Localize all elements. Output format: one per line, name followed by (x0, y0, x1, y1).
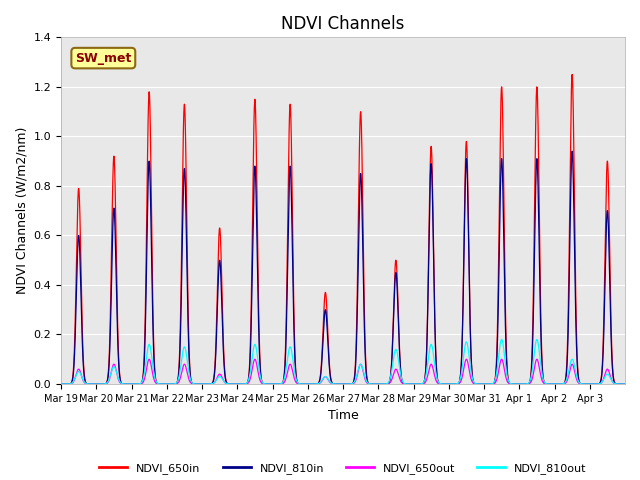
NDVI_650in (77, 248, 84, 253)
Title: NDVI Channels: NDVI Channels (282, 15, 404, 33)
NDVI_650in (386, 378, 394, 384)
NDVI_810in (487, 381, 495, 387)
Line: NDVI_650out: NDVI_650out (61, 359, 625, 384)
Text: SW_met: SW_met (75, 51, 131, 65)
NDVI_810out (323, 374, 330, 380)
NDVI_810out (487, 381, 495, 387)
NDVI_650out (621, 381, 629, 387)
NDVI_650out (323, 374, 330, 380)
NDVI_650in (274, 381, 282, 387)
NDVI_810in (323, 311, 330, 317)
Line: NDVI_810in: NDVI_810in (61, 151, 625, 384)
X-axis label: Time: Time (328, 409, 358, 422)
NDVI_650out (274, 381, 282, 387)
NDVI_650in (621, 381, 629, 387)
NDVI_810out (533, 336, 541, 342)
Line: NDVI_650in: NDVI_650in (61, 74, 625, 384)
Y-axis label: NDVI Channels (W/m2/nm): NDVI Channels (W/m2/nm) (15, 127, 28, 294)
NDVI_650out (488, 381, 495, 387)
NDVI_650out (145, 356, 153, 362)
NDVI_810out (57, 381, 65, 387)
NDVI_810in (57, 381, 65, 387)
Legend: NDVI_650in, NDVI_810in, NDVI_650out, NDVI_810out: NDVI_650in, NDVI_810in, NDVI_650out, NDV… (95, 459, 591, 479)
NDVI_810out (386, 377, 394, 383)
NDVI_810in (621, 381, 629, 387)
NDVI_650in (323, 294, 330, 300)
NDVI_810in (401, 381, 409, 387)
NDVI_810out (274, 381, 282, 387)
NDVI_810out (401, 381, 409, 386)
Line: NDVI_810out: NDVI_810out (61, 339, 625, 384)
NDVI_650out (401, 381, 409, 387)
NDVI_650out (386, 380, 394, 386)
NDVI_810out (77, 371, 84, 377)
NDVI_810in (274, 381, 282, 387)
NDVI_650out (57, 381, 65, 387)
NDVI_650in (57, 381, 65, 387)
NDVI_650in (487, 381, 495, 387)
NDVI_650out (77, 370, 84, 376)
NDVI_810in (386, 379, 394, 384)
NDVI_810in (77, 280, 84, 286)
NDVI_810in (568, 148, 576, 154)
NDVI_650in (401, 381, 409, 387)
NDVI_650in (568, 72, 576, 77)
NDVI_810out (621, 381, 629, 387)
